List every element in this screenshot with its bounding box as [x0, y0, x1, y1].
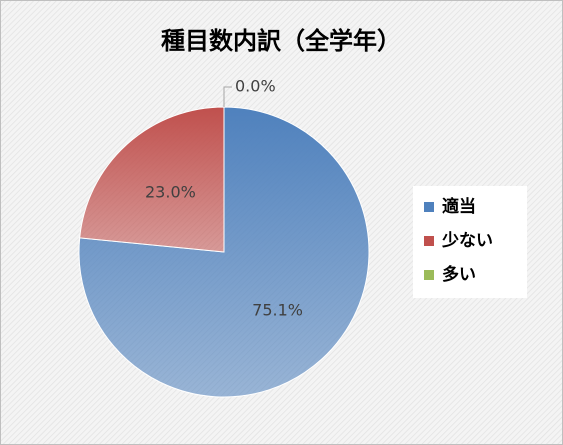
legend-label: 適当 [442, 196, 476, 217]
data-label: 0.0% [235, 77, 276, 96]
legend-label: 少ない [441, 231, 493, 251]
legend-label: 多い [442, 264, 476, 285]
legend-swatch [424, 236, 434, 246]
chart-title: 種目数内訳（全学年） [161, 27, 401, 55]
pie-slice [79, 106, 225, 253]
data-label: 23.0% [145, 182, 196, 201]
legend-swatch [424, 202, 434, 212]
leader-line [223, 86, 232, 107]
data-label: 75.1% [252, 301, 303, 320]
legend-swatch [424, 270, 434, 280]
